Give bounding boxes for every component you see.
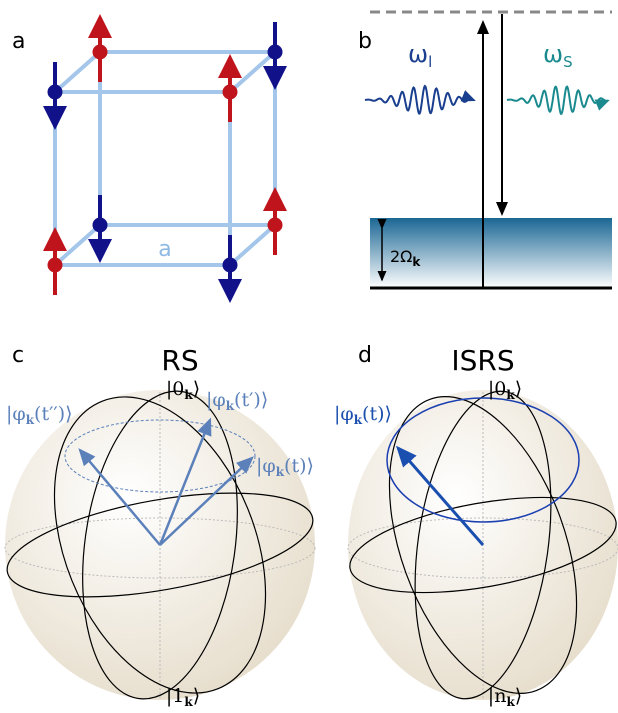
ket-bottom: |1k⟩ [166,685,200,709]
ket-state: |φk(t′)⟩ [206,389,268,413]
spin-site [268,218,283,233]
figure: a a b 2Ωk ωl ωS c RS |0k⟩ |1k⟩ |φk(t′′)⟩… [0,0,618,713]
spin-site [93,218,108,233]
ket-top: |0k⟩ [166,378,200,402]
panel-title: ISRS [451,344,514,377]
ket-top: |0k⟩ [488,378,522,402]
spin-site [223,258,238,273]
spin-site [48,85,63,100]
spin-site [268,45,283,60]
panel-label: a [12,29,25,54]
incident-wave [365,86,474,114]
panel-label: b [358,29,372,54]
omega-s: ωS [543,40,573,71]
scattered-wave [507,87,608,114]
lattice-label: a [158,237,171,262]
ket-state: |φk(t′′)⟩ [6,403,73,427]
cube [55,52,275,265]
spin-site [48,258,63,273]
omega-l: ωl [408,40,432,71]
panel-label: d [358,343,372,368]
spin-site [93,45,108,60]
ket-bottom: |nk⟩ [488,685,522,709]
panel-title: RS [161,344,198,377]
ket-state: |φk(t)⟩ [334,403,392,427]
ket-state: |φk(t)⟩ [256,455,314,479]
spin-site [223,85,238,100]
panel-label: c [12,343,24,368]
